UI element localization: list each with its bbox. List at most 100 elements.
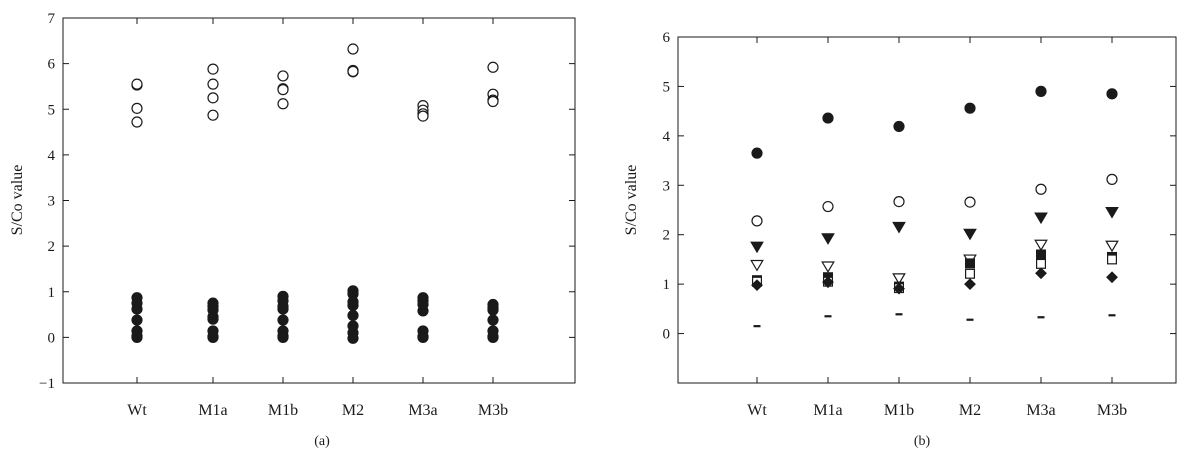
x-tick-label: Wt xyxy=(127,402,147,419)
data-point xyxy=(487,95,499,108)
data-point xyxy=(964,196,976,208)
series-open-square xyxy=(751,254,1117,294)
data-point xyxy=(821,261,835,274)
data-point xyxy=(751,215,763,227)
data-points xyxy=(131,43,499,344)
x-tick-label: M1b xyxy=(884,402,914,419)
data-point xyxy=(964,278,976,291)
data-point xyxy=(131,303,143,315)
y-axis-title: S/Co value xyxy=(623,165,640,236)
data-point xyxy=(417,110,429,122)
data-point xyxy=(487,61,499,73)
y-tick-label: 0 xyxy=(663,327,671,343)
data-points xyxy=(750,85,1119,328)
data-point xyxy=(750,241,764,254)
panel-label: (b) xyxy=(914,434,931,449)
x-tick-label: M3b xyxy=(478,402,508,419)
data-point xyxy=(1106,271,1118,284)
panel-b: 0 1 2 3 4 5 6 Wt M1a M1b M2 M3a M3b S/Co value (b) xyxy=(623,30,1177,449)
x-tick-label: Wt xyxy=(747,402,767,419)
series-filled-diamond xyxy=(751,267,1118,295)
data-point xyxy=(893,120,905,133)
y-tick-label: 1 xyxy=(48,285,56,301)
data-point xyxy=(277,84,289,96)
x-tick-label: M3a xyxy=(408,402,437,419)
data-point xyxy=(131,78,143,90)
data-point xyxy=(1105,207,1119,219)
data-point xyxy=(417,305,429,317)
data-point xyxy=(277,98,289,110)
x-axis-ticks: Wt M1a M1b M2 M3a M3b xyxy=(747,37,1127,419)
x-tick-label: M1b xyxy=(268,402,298,419)
data-point xyxy=(207,331,219,343)
data-point xyxy=(892,221,906,234)
x-tick-label: M3b xyxy=(1097,402,1127,419)
data-point xyxy=(131,102,143,114)
y-tick-label: 0 xyxy=(48,330,56,346)
series-open-circle xyxy=(131,43,499,128)
data-point xyxy=(1034,212,1048,225)
data-point xyxy=(487,331,499,343)
panel-label: (a) xyxy=(314,434,330,449)
data-point xyxy=(277,314,289,326)
data-point xyxy=(1106,173,1118,185)
series-open-triangle-down xyxy=(750,239,1119,285)
x-tick-label: M1a xyxy=(198,402,227,419)
x-tick-label: M2 xyxy=(342,402,364,419)
panel-a: −1 0 1 2 3 4 5 6 7 Wt M1a M1b M2 M3a M3b S/Co value (… xyxy=(9,11,576,449)
series-filled-square xyxy=(751,249,1117,292)
data-point xyxy=(207,78,219,90)
data-point xyxy=(751,147,763,159)
x-tick-label: M2 xyxy=(959,402,981,419)
data-point xyxy=(893,282,905,295)
data-point xyxy=(1034,239,1048,252)
data-point xyxy=(1105,240,1119,253)
series-filled-circle xyxy=(131,285,499,344)
data-point xyxy=(821,233,835,245)
x-tick-label: M3a xyxy=(1026,402,1055,419)
data-point xyxy=(893,195,905,208)
data-point xyxy=(964,268,975,279)
y-tick-label: 5 xyxy=(48,102,56,118)
y-tick-label: 4 xyxy=(663,129,671,145)
y-tick-label: 5 xyxy=(663,79,671,95)
data-point xyxy=(487,314,499,326)
data-point xyxy=(131,116,143,128)
data-point xyxy=(1106,88,1118,100)
data-point xyxy=(277,70,289,82)
y-tick-label: 6 xyxy=(663,30,671,46)
x-axis-ticks: Wt M1a M1b M2 M3a M3b xyxy=(127,18,508,419)
data-point xyxy=(892,273,906,285)
data-point xyxy=(417,331,429,343)
data-point xyxy=(1035,267,1047,280)
data-point xyxy=(964,102,976,114)
x-tick-label: M1a xyxy=(813,402,842,419)
data-point xyxy=(1035,183,1047,195)
y-tick-label: 1 xyxy=(663,277,671,293)
data-point xyxy=(347,332,359,344)
y-tick-label: 2 xyxy=(48,239,56,255)
data-point xyxy=(1035,258,1046,269)
data-point xyxy=(750,259,764,272)
data-point xyxy=(207,92,219,104)
data-point xyxy=(964,258,975,269)
data-point xyxy=(131,331,143,343)
data-point xyxy=(131,314,143,326)
y-axis-title: S/Co value xyxy=(9,165,26,236)
series-open-circle xyxy=(751,173,1118,227)
series-dash xyxy=(753,313,1116,328)
data-point xyxy=(347,309,359,322)
data-point xyxy=(751,279,763,292)
data-point xyxy=(487,304,499,316)
data-point xyxy=(963,228,977,241)
data-point xyxy=(277,303,289,315)
series-filled-circle xyxy=(751,85,1118,159)
data-point xyxy=(1035,249,1046,260)
data-point xyxy=(207,63,219,75)
data-point xyxy=(822,112,834,124)
y-tick-label: 2 xyxy=(663,228,671,244)
data-point xyxy=(347,65,359,77)
data-point xyxy=(207,313,219,325)
data-point xyxy=(1035,85,1047,97)
